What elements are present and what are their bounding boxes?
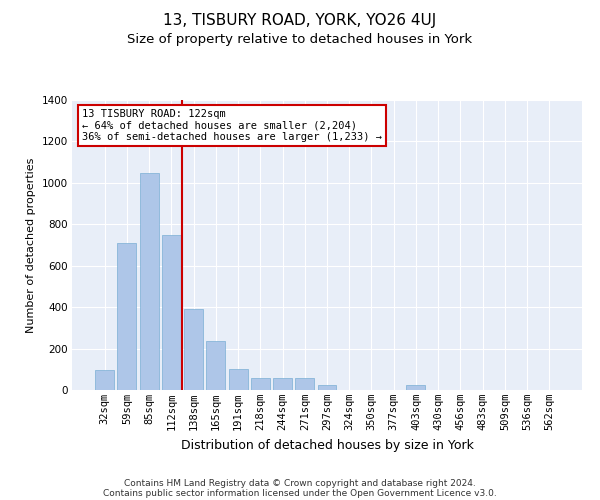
Text: 13 TISBURY ROAD: 122sqm
← 64% of detached houses are smaller (2,204)
36% of semi: 13 TISBURY ROAD: 122sqm ← 64% of detache…: [82, 108, 382, 142]
Bar: [295, 378, 314, 390]
Bar: [206, 342, 225, 390]
Bar: [251, 378, 270, 390]
Text: Size of property relative to detached houses in York: Size of property relative to detached ho…: [127, 32, 473, 46]
Text: 13, TISBURY ROAD, YORK, YO26 4UJ: 13, TISBURY ROAD, YORK, YO26 4UJ: [163, 12, 437, 28]
Bar: [317, 385, 337, 390]
Text: Contains public sector information licensed under the Open Government Licence v3: Contains public sector information licen…: [103, 488, 497, 498]
Bar: [162, 234, 181, 390]
Bar: [140, 172, 158, 390]
Bar: [406, 385, 425, 390]
Text: Contains HM Land Registry data © Crown copyright and database right 2024.: Contains HM Land Registry data © Crown c…: [124, 478, 476, 488]
X-axis label: Distribution of detached houses by size in York: Distribution of detached houses by size …: [181, 438, 473, 452]
Bar: [95, 370, 114, 390]
Bar: [118, 243, 136, 390]
Y-axis label: Number of detached properties: Number of detached properties: [26, 158, 36, 332]
Bar: [184, 309, 203, 390]
Bar: [273, 378, 292, 390]
Bar: [229, 370, 248, 390]
